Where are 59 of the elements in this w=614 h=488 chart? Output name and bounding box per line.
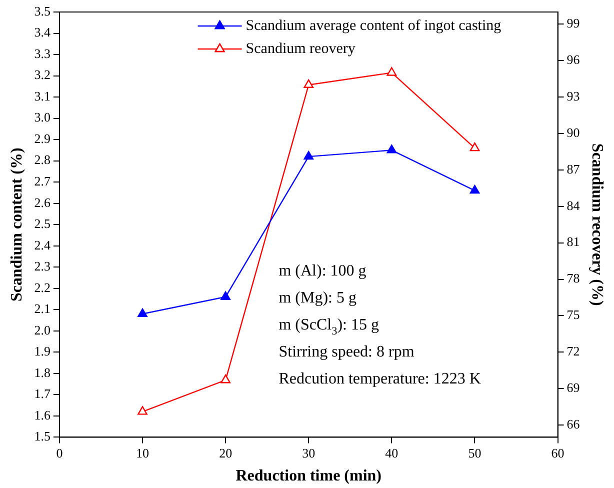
y2-tick-label: 96 bbox=[566, 52, 580, 68]
y-tick-label: 3.0 bbox=[34, 110, 50, 125]
y2-tick-label: 84 bbox=[566, 198, 580, 213]
y2-tick-label: 69 bbox=[566, 380, 580, 396]
y-tick-label: 2.6 bbox=[34, 194, 51, 210]
y-tick-label: 3.5 bbox=[34, 3, 50, 18]
annotation: m (Mg): 5 g bbox=[278, 290, 357, 307]
x-tick-label: 40 bbox=[385, 445, 398, 460]
y-axis-title: Scandium content (%) bbox=[8, 148, 26, 302]
x-tick-label: 0 bbox=[56, 445, 63, 460]
y-tick-label: 3.1 bbox=[34, 88, 50, 104]
y-tick-label: 2.0 bbox=[34, 322, 50, 338]
y2-axis-title: Scandium recovery (%) bbox=[588, 143, 606, 306]
y-tick-label: 3.2 bbox=[34, 67, 50, 82]
y-tick-label: 2.8 bbox=[34, 152, 50, 168]
point bbox=[304, 150, 314, 160]
y-tick-label: 2.2 bbox=[34, 280, 50, 295]
point bbox=[220, 374, 230, 384]
x-tick-label: 60 bbox=[551, 445, 564, 460]
y2-tick-label: 99 bbox=[566, 16, 580, 31]
y-tick-label: 1.6 bbox=[34, 407, 51, 422]
y-tick-label: 3.4 bbox=[34, 24, 51, 40]
y-tick-label: 2.5 bbox=[34, 216, 50, 232]
point bbox=[386, 67, 397, 76]
x-tick-label: 30 bbox=[302, 445, 316, 460]
y-tick-label: 1.9 bbox=[34, 344, 50, 359]
legend-label: Scandium reovery bbox=[246, 40, 356, 57]
y-tick-label: 2.7 bbox=[34, 174, 51, 188]
point bbox=[470, 184, 480, 194]
x-tick-label: 10 bbox=[136, 445, 150, 460]
point bbox=[386, 144, 397, 154]
y-tick-label: 1.5 bbox=[34, 428, 50, 444]
y-tick-label: 2.9 bbox=[34, 130, 50, 146]
y2-tick-label: 72 bbox=[566, 344, 580, 359]
point bbox=[138, 308, 148, 317]
y2-tick-label: 90 bbox=[566, 124, 580, 140]
y2-tick-label: 78 bbox=[566, 270, 580, 286]
y2-tick-label: 93 bbox=[566, 88, 580, 104]
y-tick-label: 1.7 bbox=[34, 386, 51, 402]
annotation: Redcution temperature: 1223 K bbox=[278, 370, 482, 388]
point bbox=[138, 406, 148, 415]
x-tick-label: 50 bbox=[468, 445, 482, 460]
y-tick-label: 2.3 bbox=[34, 258, 50, 274]
y-tick-label: 3.3 bbox=[34, 46, 50, 61]
y2-tick-label: 87 bbox=[566, 161, 580, 176]
legend-label: Scandium average content of ingot casting bbox=[246, 18, 502, 34]
y2-tick-label: 66 bbox=[566, 416, 580, 432]
point bbox=[304, 79, 314, 88]
y-tick-label: 2.1 bbox=[34, 301, 50, 316]
x-tick-label: 20 bbox=[219, 445, 232, 460]
y2-tick-label: 75 bbox=[566, 307, 580, 322]
y-tick-label: 1.8 bbox=[34, 364, 50, 380]
point bbox=[220, 291, 230, 300]
x-axis-title: Reduction time (min) bbox=[236, 468, 382, 485]
y2-tick-label: 81 bbox=[566, 234, 580, 250]
point bbox=[470, 142, 480, 152]
y-tick-label: 2.4 bbox=[34, 237, 51, 252]
annotation: m (Al): 100 g bbox=[278, 262, 366, 280]
annotation: Stirring speed: 8 rpm bbox=[278, 344, 415, 361]
